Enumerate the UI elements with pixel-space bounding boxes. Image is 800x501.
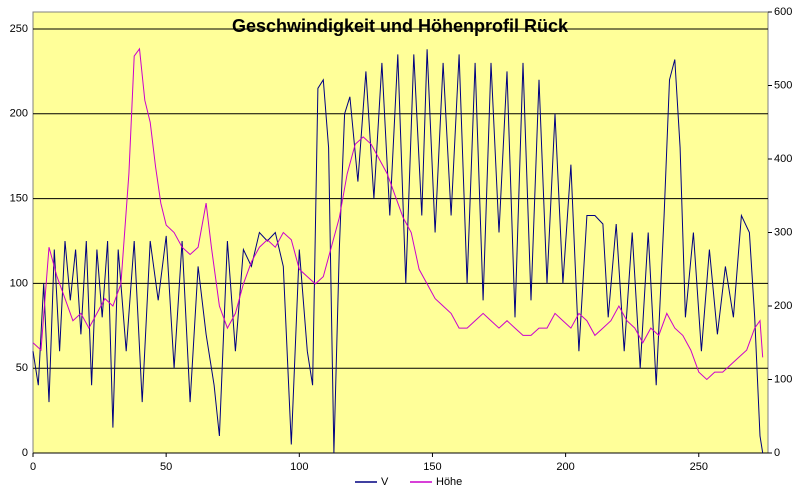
series-line xyxy=(32,49,764,454)
x-tick-label: 100 xyxy=(290,461,308,473)
y2-tick-label: 600 xyxy=(774,6,792,18)
y2-tick-label: 100 xyxy=(774,373,792,385)
x-tick-label: 150 xyxy=(423,461,441,473)
x-tick-label: 250 xyxy=(690,461,708,473)
y-tick-label: 150 xyxy=(10,192,28,204)
series-line xyxy=(32,47,764,381)
y-tick-label: 250 xyxy=(10,23,28,35)
legend-label: V xyxy=(381,476,389,488)
y-tick-label: 0 xyxy=(22,447,28,459)
y-tick-label: 50 xyxy=(16,362,28,374)
y-tick-label: 100 xyxy=(10,277,28,289)
x-tick-label: 50 xyxy=(160,461,172,473)
y2-tick-label: 0 xyxy=(774,447,780,459)
y2-tick-label: 400 xyxy=(774,153,792,165)
x-tick-label: 200 xyxy=(556,461,574,473)
y2-tick-label: 300 xyxy=(774,226,792,238)
y2-tick-label: 500 xyxy=(774,79,792,91)
x-tick-label: 0 xyxy=(30,461,36,473)
plot-area xyxy=(32,11,769,454)
legend-label: Höhe xyxy=(436,476,462,488)
y-tick-label: 200 xyxy=(10,108,28,120)
chart-title: Geschwindigkeit und Höhenprofil Rück xyxy=(232,16,569,36)
y2-tick-label: 200 xyxy=(774,300,792,312)
